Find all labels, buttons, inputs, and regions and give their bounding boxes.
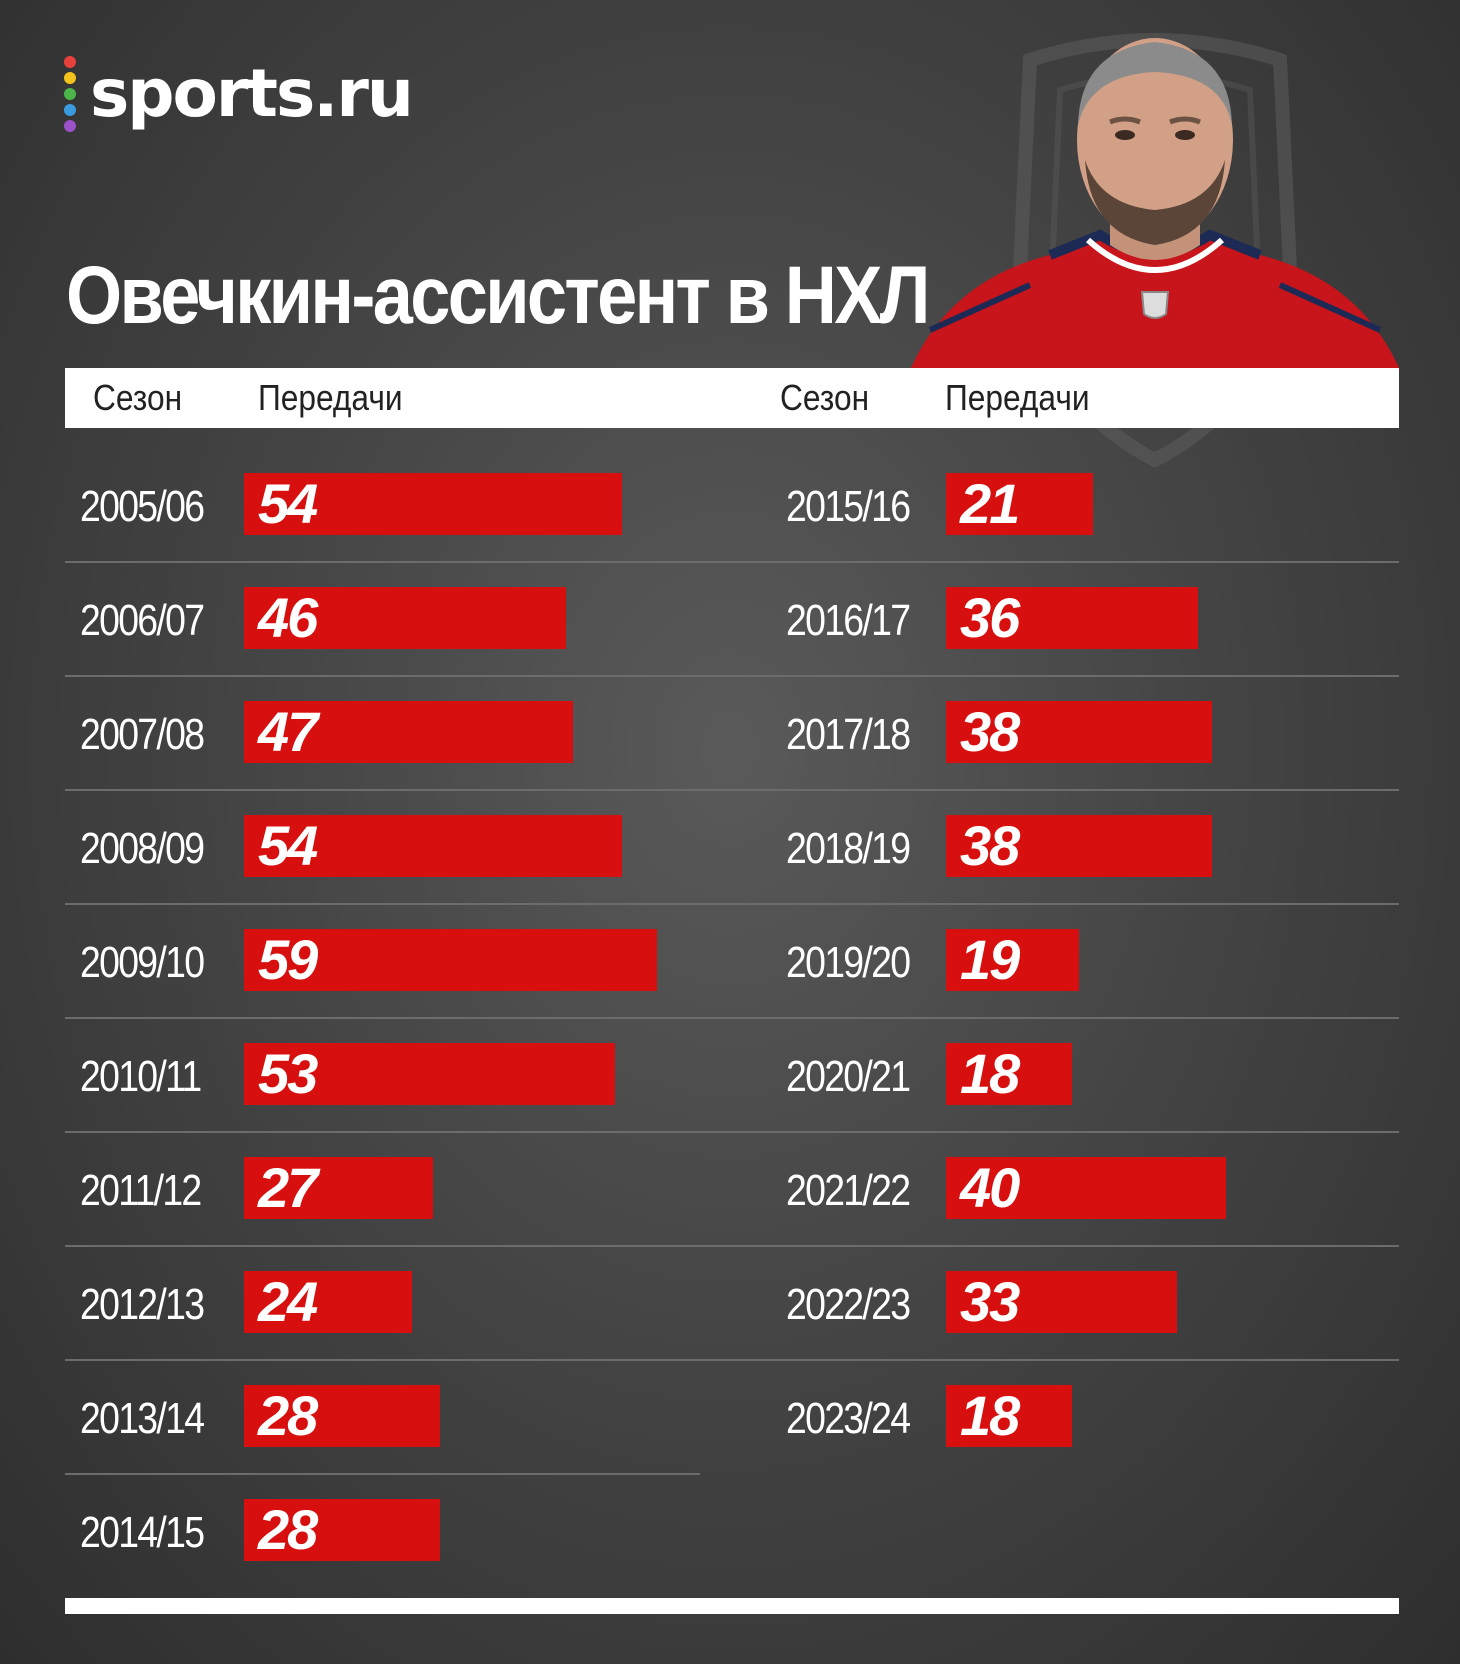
assist-bar: 38 (946, 815, 1212, 877)
assist-bar: 53 (244, 1043, 615, 1105)
table-header: Сезон Передачи Сезон Передачи (65, 368, 1399, 428)
season-label: 2014/15 (80, 1508, 205, 1557)
assist-value-label: 40 (960, 1156, 1020, 1219)
season-label: 2005/06 (80, 482, 205, 531)
assist-value-label: 18 (960, 1042, 1020, 1105)
row-divider (65, 1473, 700, 1475)
logo-dot (64, 104, 76, 116)
assist-bar: 59 (244, 929, 657, 991)
assist-value-label: 33 (960, 1270, 1020, 1333)
row-divider (65, 561, 1399, 563)
player-portrait (910, 38, 1400, 370)
assist-bar: 36 (946, 587, 1198, 649)
assist-bar: 28 (244, 1385, 440, 1447)
header-season-right: Сезон (780, 377, 870, 418)
assist-value-label: 53 (258, 1042, 318, 1105)
assist-value-label: 28 (258, 1498, 318, 1561)
row-divider (65, 789, 1399, 791)
assist-value-label: 28 (258, 1384, 318, 1447)
season-label: 2009/10 (80, 938, 205, 987)
season-label: 2013/14 (80, 1394, 205, 1443)
row-divider (65, 1359, 1399, 1361)
assist-value-label: 36 (960, 586, 1020, 649)
chart-title: Овечкин-ассистент в НХЛ (66, 250, 930, 341)
assist-value-label: 59 (258, 928, 318, 991)
row-divider (65, 1131, 1399, 1133)
logo-dot (64, 120, 76, 132)
season-label: 2019/20 (786, 938, 911, 987)
assist-bar: 38 (946, 701, 1212, 763)
header-season-left: Сезон (93, 377, 183, 418)
assist-bar: 18 (946, 1043, 1072, 1105)
logo-dots (64, 56, 76, 136)
assist-bar: 28 (244, 1499, 440, 1561)
row-divider (65, 903, 1399, 905)
assist-value-label: 38 (960, 814, 1020, 877)
assist-value-label: 18 (960, 1384, 1020, 1447)
logo-dot (64, 88, 76, 100)
season-label: 2015/16 (786, 482, 911, 531)
season-label: 2020/21 (786, 1052, 911, 1101)
season-label: 2021/22 (786, 1166, 911, 1215)
season-label: 2006/07 (80, 596, 205, 645)
assist-bar: 27 (244, 1157, 433, 1219)
logo-dot (64, 72, 76, 84)
season-label: 2017/18 (786, 710, 911, 759)
season-label: 2016/17 (786, 596, 911, 645)
season-label: 2022/23 (786, 1280, 911, 1329)
season-label: 2018/19 (786, 824, 911, 873)
assist-bar: 54 (244, 473, 622, 535)
row-divider (65, 675, 1399, 677)
assist-bar: 33 (946, 1271, 1177, 1333)
assist-bar: 19 (946, 929, 1079, 991)
header-assists-left: Передачи (258, 377, 403, 418)
assist-value-label: 54 (258, 472, 318, 535)
assist-value-label: 24 (258, 1270, 318, 1333)
assist-value-label: 38 (960, 700, 1020, 763)
bottom-divider (65, 1598, 1399, 1614)
assist-bar: 40 (946, 1157, 1226, 1219)
season-label: 2012/13 (80, 1280, 205, 1329)
assist-bar: 18 (946, 1385, 1072, 1447)
assist-bar: 46 (244, 587, 566, 649)
season-label: 2023/24 (786, 1394, 911, 1443)
assist-value-label: 27 (258, 1156, 318, 1219)
row-divider (65, 1017, 1399, 1019)
season-label: 2010/11 (80, 1052, 202, 1101)
assist-value-label: 54 (258, 814, 318, 877)
assist-value-label: 19 (960, 928, 1020, 991)
assist-value-label: 47 (258, 700, 318, 763)
assist-bar: 24 (244, 1271, 412, 1333)
logo-dot (64, 56, 76, 68)
season-label: 2007/08 (80, 710, 205, 759)
assist-value-label: 21 (960, 472, 1020, 535)
assist-bar: 21 (946, 473, 1093, 535)
header-assists-right: Передачи (945, 377, 1090, 418)
assist-value-label: 46 (258, 586, 318, 649)
assist-bar: 47 (244, 701, 573, 763)
season-label: 2011/12 (80, 1166, 202, 1215)
row-divider (65, 1245, 1399, 1247)
logo-text: sports.ru (90, 55, 414, 132)
season-label: 2008/09 (80, 824, 205, 873)
assist-bar: 54 (244, 815, 622, 877)
